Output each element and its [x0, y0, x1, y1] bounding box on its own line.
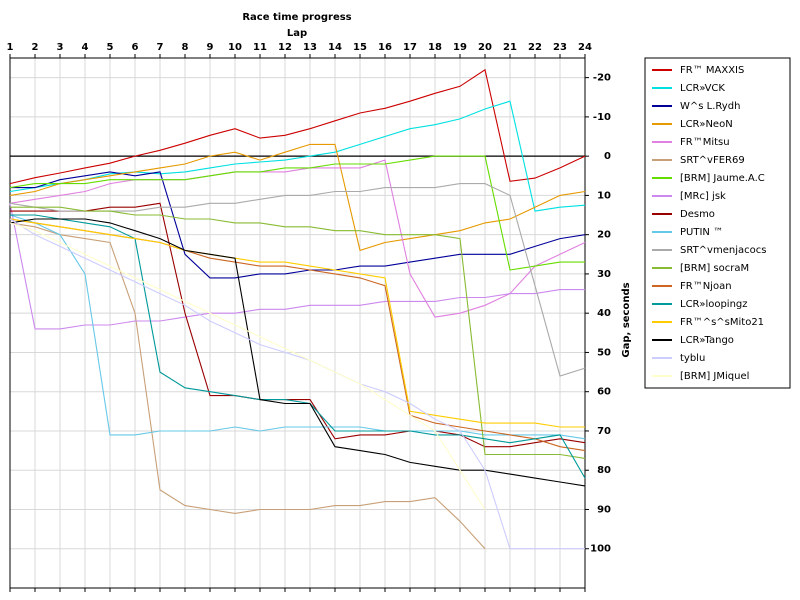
x-tick-label: 2 — [32, 42, 39, 53]
legend-label: LCR»Tango — [680, 335, 734, 346]
legend-label: Desmo — [680, 209, 715, 220]
series-line — [9, 68, 586, 185]
x-tick-label: 22 — [528, 42, 542, 53]
x-tick-label: 11 — [253, 42, 267, 53]
x-tick-label: 14 — [328, 42, 342, 53]
series-line — [9, 222, 486, 510]
series-line — [9, 143, 586, 252]
series-line — [10, 171, 586, 279]
series-line — [10, 202, 586, 448]
legend-label: SRT^vmenjacocs — [680, 245, 766, 256]
legend-label: [BRM] socraM — [680, 263, 749, 274]
series-line — [10, 214, 586, 479]
series-line — [9, 100, 586, 212]
x-tick-label: 24 — [578, 42, 592, 53]
x-tick-label: 21 — [503, 42, 517, 53]
series-line — [9, 222, 486, 550]
x-tick-label: 7 — [157, 42, 164, 53]
legend-label: FR™Mitsu — [680, 137, 730, 148]
legend-label: LCR»loopingz — [680, 299, 748, 310]
y-tick-label: 70 — [597, 426, 611, 437]
y-axis-label: Gap, seconds — [621, 282, 632, 357]
chart-title: Race time progress — [242, 12, 351, 23]
series-line — [9, 203, 585, 330]
legend-label: [MRc] jsk — [680, 191, 726, 202]
y-tick-label: 30 — [597, 269, 611, 280]
series-line — [10, 206, 586, 459]
x-tick-label: 4 — [82, 42, 89, 53]
y-tick-label: -20 — [593, 73, 611, 84]
x-tick-label: 12 — [278, 42, 292, 53]
x-tick-label: 18 — [428, 42, 442, 53]
legend-label: FR™^s^sMito21 — [680, 317, 764, 328]
legend-label: PUTIN ™ — [680, 227, 723, 238]
legend-label: [BRM] JMiquel — [680, 371, 749, 382]
x-tick-label: 5 — [107, 42, 114, 53]
series-line — [9, 159, 586, 318]
legend-label: [BRM] Jaume.A.C — [680, 173, 765, 184]
legend-label: LCR»VCK — [680, 83, 725, 94]
legend-label: LCR»NeoN — [680, 119, 733, 130]
x-tick-label: 10 — [228, 42, 242, 53]
legend-box — [644, 57, 791, 389]
y-tick-label: -10 — [593, 112, 611, 123]
x-tick-label: 20 — [478, 42, 492, 53]
x-tick-label: 9 — [207, 42, 214, 53]
x-tick-label: 19 — [453, 42, 467, 53]
series-line — [9, 218, 585, 428]
legend-label: W^s L.Rydh — [680, 101, 740, 112]
plot-border — [9, 57, 586, 589]
x-tick-label: 13 — [303, 42, 317, 53]
x-tick-label: 3 — [57, 42, 64, 53]
x-axis-label: Lap — [287, 28, 307, 39]
y-tick-label: 40 — [597, 308, 611, 319]
legend-label: tyblu — [680, 353, 705, 364]
x-tick-label: 16 — [378, 42, 392, 53]
legend-label: SRT^vFER69 — [680, 155, 745, 166]
x-tick-label: 1 — [7, 42, 14, 53]
legend-label: FR™ MAXXIS — [680, 65, 744, 76]
y-tick-label: 20 — [597, 230, 611, 241]
legend-label: FR™Njoan — [680, 281, 732, 292]
x-tick-label: 6 — [132, 42, 139, 53]
x-tick-label: 17 — [403, 42, 417, 53]
x-tick-label: 8 — [182, 42, 189, 53]
series-line — [9, 155, 585, 271]
y-tick-label: 80 — [597, 465, 611, 476]
y-tick-label: 50 — [597, 347, 611, 358]
y-tick-label: 90 — [597, 504, 611, 515]
y-tick-label: 10 — [597, 190, 611, 201]
y-tick-label: 100 — [590, 544, 611, 555]
series-line — [9, 214, 586, 440]
x-tick-label: 23 — [553, 42, 567, 53]
y-tick-label: 60 — [597, 387, 611, 398]
y-tick-label: 0 — [604, 151, 611, 162]
series-line — [9, 218, 585, 550]
series-line — [9, 218, 586, 487]
x-tick-label: 15 — [353, 42, 367, 53]
